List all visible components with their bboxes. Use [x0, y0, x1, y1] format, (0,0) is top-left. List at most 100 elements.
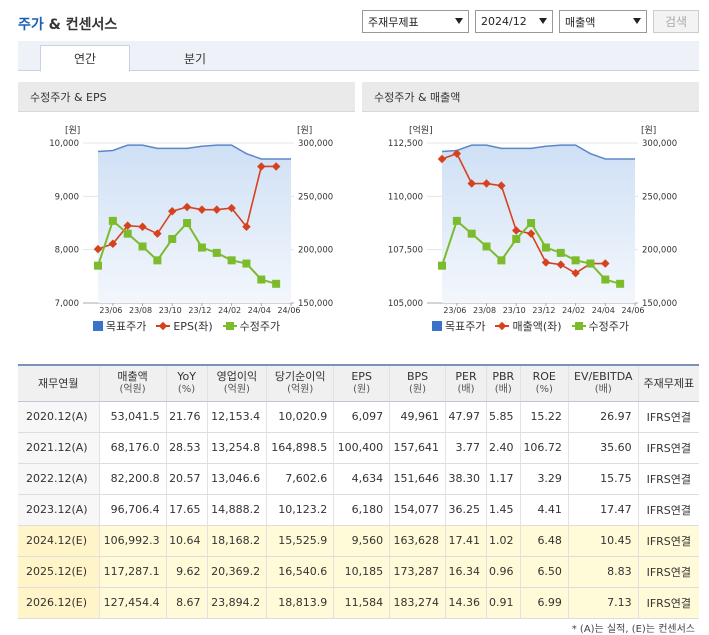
- column-header-unit: (원): [409, 384, 427, 396]
- table-cell: 173,287: [389, 556, 446, 588]
- period-select[interactable]: 2024/12: [475, 10, 553, 33]
- adjusted-price-point: [242, 259, 251, 268]
- left-series-point: [242, 222, 251, 231]
- legend-swatch: [495, 321, 510, 331]
- column-header-unit: (배): [494, 384, 512, 396]
- adjusted-price-point: [197, 243, 206, 252]
- x-axis-tick: 23/06: [99, 306, 122, 315]
- table-cell: 18,813.9: [266, 587, 334, 619]
- table-row: 2025.12(E) 117,287.1 9.62 20,369.2 16,540.6 1…: [18, 556, 699, 588]
- table-cell: 15.75: [567, 463, 639, 495]
- left-series-point: [93, 244, 103, 254]
- chart-legend: 목표주가 매출액(좌) 수정주가: [362, 318, 699, 334]
- right-axis-unit: [원]: [641, 125, 656, 136]
- column-header: BPS (원): [389, 364, 446, 402]
- table-cell: 96,706.4: [98, 494, 167, 526]
- right-axis-tick: 200,000: [642, 246, 677, 256]
- left-axis-tick: 110,000: [388, 192, 423, 202]
- table-cell: 2022.12(A): [18, 463, 100, 495]
- table-cell: 2026.12(E): [18, 587, 100, 619]
- adjusted-price-point: [586, 259, 595, 268]
- legend-swatch: [222, 322, 237, 330]
- adjusted-price-point: [616, 279, 625, 288]
- left-series-point: [257, 162, 266, 171]
- table-cell: 163,628: [389, 525, 446, 557]
- left-series-point: [227, 203, 236, 213]
- table-cell: 13,254.8: [206, 432, 267, 464]
- period-select-value: 2024/12: [481, 15, 527, 28]
- column-header: EV/EBITDA (배): [567, 364, 639, 402]
- table-cell: 154,077: [389, 494, 446, 526]
- left-axis-tick: 105,000: [388, 299, 423, 309]
- table-cell: 16,540.6: [266, 556, 334, 588]
- chart-eps: [원] [원] 10,000 9,000 8,000 7,000 300,000 250,00…: [49, 125, 333, 315]
- table-cell: 3.77: [444, 432, 487, 464]
- legend-item: 목표주가: [92, 318, 146, 334]
- table-cell: 15.22: [519, 401, 569, 433]
- table-cell: IFRS연결: [637, 556, 699, 588]
- column-header-label: 영업이익: [216, 370, 258, 384]
- x-axis-tick: 24/02: [218, 306, 241, 315]
- table-cell: 17.41: [444, 525, 487, 557]
- table-cell: 49,961: [389, 401, 446, 433]
- tab-quarterly[interactable]: 분기: [183, 51, 207, 66]
- adjusted-price-point: [527, 219, 536, 227]
- adjusted-price-point: [452, 216, 461, 225]
- x-axis-tick: 23/12: [188, 306, 211, 315]
- x-axis-tick: 24/06: [621, 306, 644, 315]
- page-title: 주가 & 컨센서스: [18, 14, 117, 34]
- table-row: 2020.12(A) 53,041.5 21.76 12,153.4 10,020.9 6…: [18, 401, 699, 433]
- legend-swatch: [156, 321, 171, 331]
- adjusted-price-point: [512, 235, 521, 243]
- adjusted-price-point: [212, 248, 221, 257]
- table-cell: 106,992.3: [98, 525, 167, 557]
- search-button[interactable]: 검색: [653, 10, 699, 33]
- column-header-unit: (억원): [119, 384, 146, 396]
- table-cell: IFRS연결: [637, 587, 699, 619]
- right-axis-tick: 150,000: [642, 299, 677, 309]
- table-cell: 9.62: [165, 556, 208, 588]
- adjusted-price-point: [467, 229, 476, 238]
- filter-bar: 주재무제표 2024/12 매출액 검색: [362, 10, 699, 33]
- left-series-point: [153, 229, 162, 238]
- table-cell: 11,584: [333, 587, 390, 619]
- column-header-label: BPS: [406, 370, 429, 384]
- footnote: * (A)는 실적, (E)는 컨센서스: [571, 624, 695, 635]
- right-axis-tick: 150,000: [298, 299, 333, 309]
- table-cell: 1.02: [485, 525, 520, 557]
- adjusted-price-point: [153, 256, 162, 265]
- column-header-unit: (억원): [223, 384, 250, 396]
- chart-panel-sales: 수정주가 & 매출액 [억원] [원] 112,500 110,000 107,500 1…: [362, 82, 699, 336]
- metric-select[interactable]: 매출액: [559, 10, 647, 33]
- column-header: YoY (%): [165, 364, 208, 402]
- table-body: 2020.12(A) 53,041.5 21.76 12,153.4 10,020.9 6…: [18, 401, 699, 619]
- table-cell: 6.99: [519, 587, 569, 619]
- statement-select[interactable]: 주재무제표: [362, 10, 469, 33]
- left-axis-tick: 7,000: [55, 299, 79, 309]
- tab-annual[interactable]: 연간: [40, 45, 130, 72]
- table-cell: 10,185: [333, 556, 390, 588]
- left-axis-tick: 107,500: [388, 246, 423, 256]
- chart-title: 수정주가 & 매출액: [362, 82, 699, 112]
- legend-label: 목표주가: [444, 320, 486, 333]
- table-cell: 20,369.2: [206, 556, 267, 588]
- period-tabs: 연간 분기: [18, 41, 699, 72]
- column-header-unit: (배): [457, 384, 475, 396]
- table-cell: 4,634: [333, 463, 390, 495]
- legend-item: 수정주가: [571, 318, 629, 334]
- adjusted-price-point: [94, 261, 102, 270]
- metric-select-value: 매출액: [565, 15, 596, 29]
- left-series-point: [497, 181, 506, 190]
- column-header-unit: (배): [594, 384, 612, 396]
- column-header-unit: (원): [353, 384, 371, 396]
- column-header-label: 재무연월: [38, 376, 79, 390]
- table-cell: 14,888.2: [206, 494, 267, 526]
- table-cell: 2025.12(E): [18, 556, 100, 588]
- financial-table: 재무연월 매출액 (억원) YoY (%) 영업이익 (억원) 당기순이익 (억원) EPS (원)…: [18, 364, 699, 619]
- left-series-point: [526, 229, 536, 238]
- table-cell: 10,123.2: [266, 494, 334, 526]
- column-header-label: EV/EBITDA: [574, 370, 633, 384]
- chart-panel-eps: 수정주가 & EPS [원] [원] 10,000 9,000 8,000 7,000 30…: [18, 82, 355, 336]
- x-axis-tick: 24/04: [592, 306, 615, 315]
- left-axis-unit: [억원]: [409, 124, 433, 136]
